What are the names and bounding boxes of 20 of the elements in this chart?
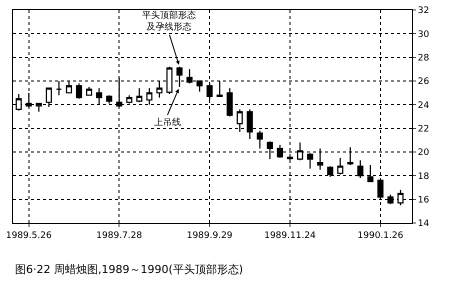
x-tick-label: 1989.9.29 (186, 230, 233, 241)
y-tick-label: 20 (418, 148, 430, 158)
y-tick-label: 24 (418, 100, 430, 111)
y-tick-label: 28 (418, 53, 430, 64)
x-tick-label: 1989.11.24 (264, 230, 316, 241)
x-tick-label: 1989.5.26 (6, 230, 52, 241)
caption: 图6·22 周蜡烛图,1989～1990(平头顶部形态) (15, 263, 244, 276)
y-tick-label: 26 (418, 77, 430, 88)
y-tick-label: 32 (418, 6, 430, 16)
annotation: 上吊线 (154, 117, 181, 128)
y-tick-label: 16 (418, 195, 430, 206)
y-tick-label: 30 (418, 30, 430, 40)
x-tick-label: 1990.1.26 (358, 230, 404, 241)
x-tick-label: 1989.7.28 (96, 230, 142, 241)
y-tick-label: 22 (418, 124, 430, 134)
candlestick (76, 82, 82, 100)
candlestick (86, 86, 92, 96)
y-tick-label: 18 (418, 172, 430, 182)
y-tick-label: 14 (418, 219, 430, 230)
annotation: 平头顶部形态及孕线形态 (142, 10, 196, 33)
